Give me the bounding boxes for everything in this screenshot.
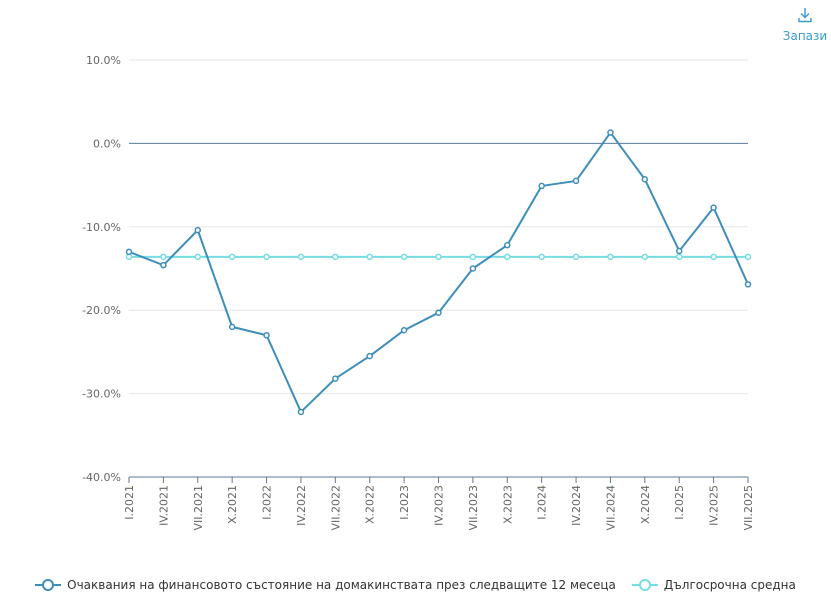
x-tick-label: I.2024 [536,485,549,520]
data-point[interactable] [297,253,305,261]
x-tick-label: IV.2025 [708,485,721,526]
data-point[interactable] [641,253,649,261]
x-tick-label: I.2025 [673,485,686,520]
x-tick-label: X.2024 [639,485,652,524]
data-point[interactable] [538,182,545,190]
x-tick-label: IV.2022 [295,485,308,526]
legend-label-average: Дългосрочна средна [663,578,796,592]
series[interactable] [125,129,752,416]
data-point[interactable] [332,253,339,261]
x-tick-label: X.2021 [226,485,239,524]
data-point[interactable] [572,253,580,261]
legend-item-average[interactable]: Дългосрочна средна [631,578,796,592]
x-tick-label: VII.2021 [192,485,205,531]
x-tick-label: I.2021 [123,485,136,520]
data-point[interactable] [675,247,683,255]
y-tick-label: -10.0% [82,221,121,234]
data-point[interactable] [469,253,477,261]
data-point[interactable] [263,331,270,339]
x-tick-label: VII.2024 [604,485,617,531]
data-point[interactable] [400,253,408,261]
x-axis: I.2021 IV.2021 VII.2021 X.2021 I.2022 IV.2022… [123,476,755,531]
data-point[interactable] [469,265,477,272]
grid [129,59,748,478]
legend-item-main[interactable]: Очаквания на финансовото състояние на до… [35,578,616,592]
y-tick-label: -20.0% [82,304,121,317]
legend-label-main: Очаквания на финансовото състояние на до… [67,578,616,592]
download-icon [796,6,814,28]
data-point[interactable] [504,241,511,249]
x-tick-label: IV.2021 [157,485,170,526]
data-point[interactable] [675,253,683,261]
series-line-main[interactable] [128,131,749,413]
data-point[interactable] [435,253,442,261]
data-point[interactable] [297,408,305,416]
data-point[interactable] [228,253,236,261]
data-point[interactable] [538,253,545,261]
x-tick-label: X.2023 [501,485,514,524]
data-point[interactable] [194,253,202,261]
legend-marker-main [35,579,62,591]
x-tick-label: X.2022 [364,485,377,524]
data-point[interactable] [607,253,614,261]
data-point[interactable] [744,281,752,288]
data-point[interactable] [332,375,339,382]
data-point[interactable] [572,177,580,185]
data-point[interactable] [366,253,373,261]
data-point[interactable] [435,309,442,316]
legend: Очаквания на финансовото състояние на до… [0,578,831,592]
data-point[interactable] [504,253,511,261]
data-point[interactable] [710,253,717,261]
x-tick-label: VII.2023 [467,485,480,531]
x-tick-label: I.2022 [261,485,274,520]
data-point[interactable] [228,323,236,331]
y-tick-label: -30.0% [82,388,121,401]
data-point[interactable] [366,352,373,360]
data-point[interactable] [125,253,133,261]
save-button[interactable]: Запази [783,6,827,43]
y-tick-label: -40.0% [82,471,121,484]
save-label: Запази [782,29,828,43]
data-point[interactable] [160,261,167,269]
data-point[interactable] [710,204,717,211]
y-tick-label: 10.0% [86,54,121,67]
data-point[interactable] [160,253,167,261]
legend-marker-average [631,579,658,591]
data-point[interactable] [125,248,133,256]
y-tick-label: 0.0% [93,137,121,150]
x-tick-label: VII.2025 [742,485,755,531]
data-point[interactable] [194,226,202,234]
y-axis: 10.0% 0.0% -10.0% -20.0% -30.0% -40.0% [82,54,121,484]
x-tick-label: I.2023 [398,485,411,520]
x-tick-label: VII.2022 [329,485,342,531]
x-tick-label: IV.2024 [570,485,583,526]
x-tick-label: IV.2023 [433,485,446,526]
data-point[interactable] [641,176,649,183]
data-point[interactable] [400,326,408,334]
data-point[interactable] [263,253,270,261]
data-point[interactable] [607,129,614,136]
data-point[interactable] [744,253,752,261]
